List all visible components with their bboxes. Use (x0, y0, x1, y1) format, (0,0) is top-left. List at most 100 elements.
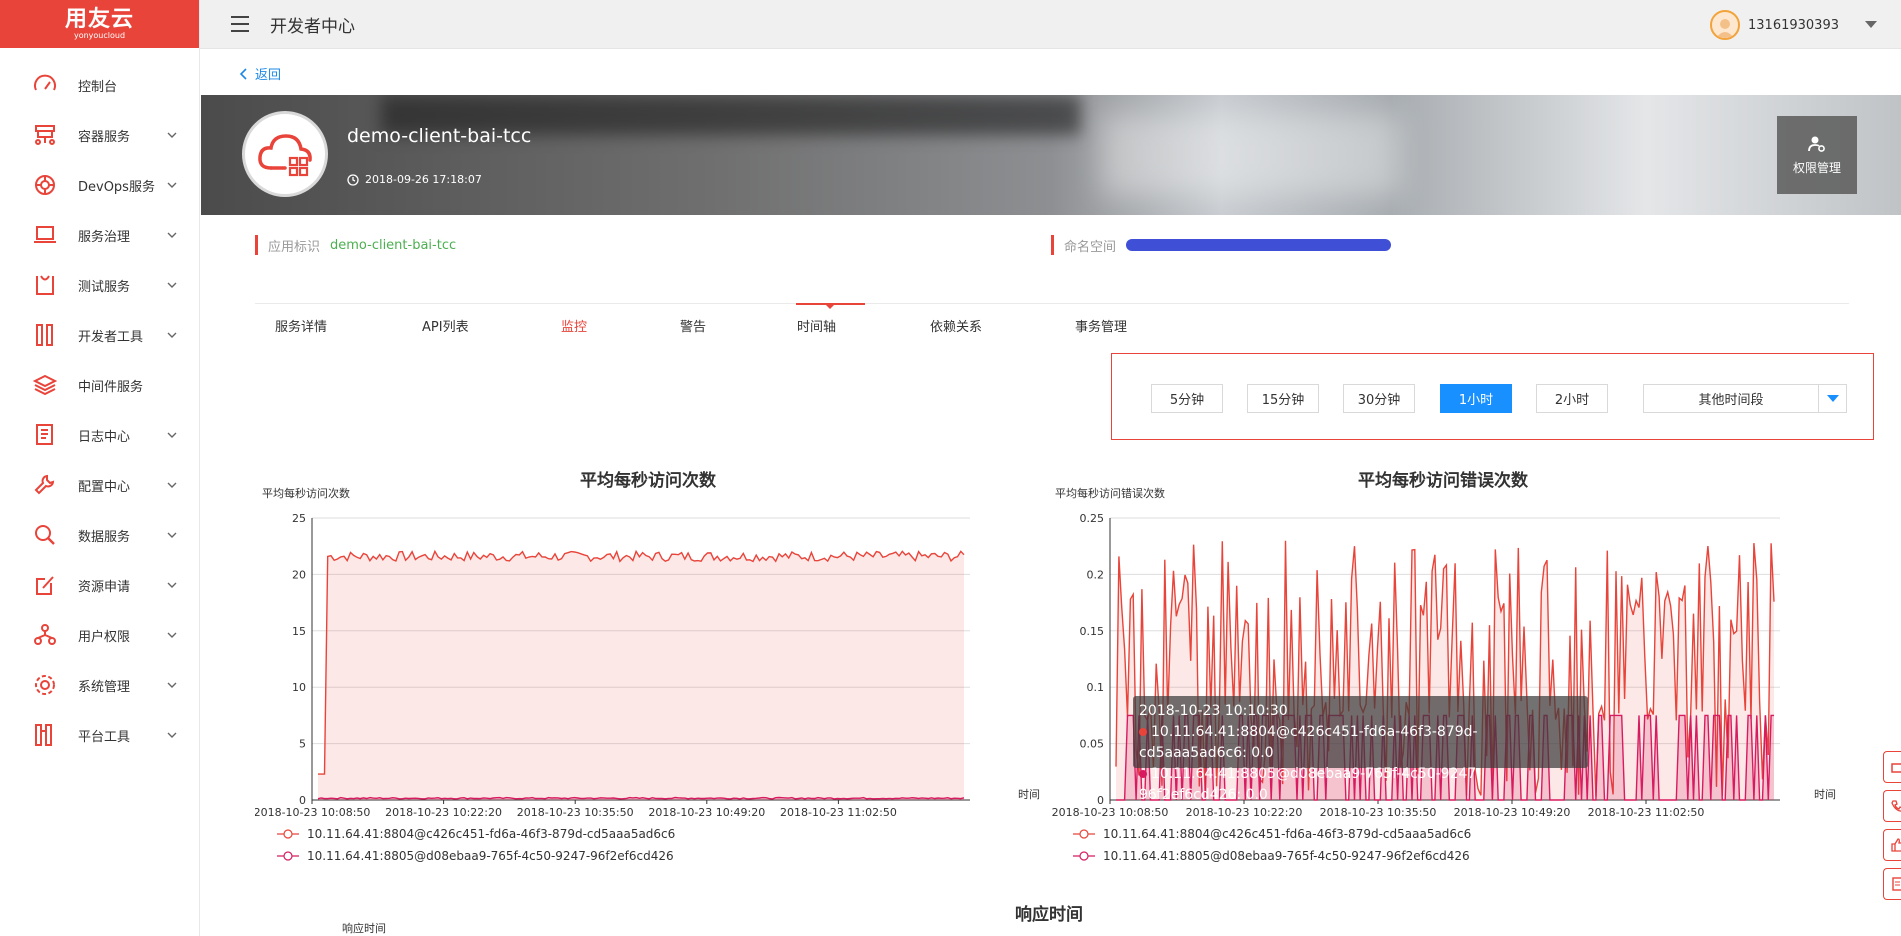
x-tick-label: 2018-10-23 11:02:50 (1588, 806, 1705, 819)
series-line (318, 549, 965, 775)
sidebar-item[interactable]: 日志中心 (0, 410, 199, 460)
sidebar-item-label: 容器服务 (78, 129, 131, 145)
chevron-down-icon[interactable] (165, 678, 179, 692)
sidebar-item-label: 日志中心 (78, 429, 131, 445)
chevron-down-icon[interactable] (165, 328, 179, 342)
sidebar-item-label: 系统管理 (78, 679, 131, 695)
chevron-down-icon[interactable] (165, 428, 179, 442)
tab-service-detail[interactable]: 服务详情 (275, 320, 328, 335)
float-phone-icon[interactable] (1883, 790, 1901, 822)
x-tick-label: 2018-10-23 10:49:20 (648, 806, 765, 819)
other-range-select[interactable]: 其他时间段 (1643, 384, 1847, 413)
chevron-down-icon[interactable] (165, 578, 179, 592)
legend-marker-icon (277, 851, 299, 861)
sidebar-item[interactable]: 配置中心 (0, 460, 199, 510)
y-tick-label: 10 (292, 681, 306, 694)
x-tick-label: 2018-10-23 10:35:50 (1320, 806, 1437, 819)
range-5min-button[interactable]: 5分钟 (1151, 384, 1223, 413)
legend-marker-icon (1073, 851, 1095, 861)
sidebar-item[interactable]: 容器服务 (0, 110, 199, 160)
float-doc-icon[interactable] (1883, 868, 1901, 900)
chevron-down-icon[interactable] (165, 728, 179, 742)
search-icon (32, 522, 58, 548)
avatar[interactable] (1710, 10, 1741, 40)
brand-logo[interactable]: 用友云 yonyoucloud (0, 0, 199, 48)
back-link[interactable]: 返回 (240, 64, 281, 83)
response-time-ylabel: 响应时间 (342, 922, 386, 935)
x-tick-label: 2018-10-23 10:08:50 (1052, 806, 1169, 819)
app-banner: demo-client-bai-tcc 2018-09-26 17:18:07 … (201, 95, 1901, 215)
sidebar-item[interactable]: 平台工具 (0, 710, 199, 760)
layers-icon (32, 372, 58, 398)
legend-item[interactable]: 10.11.64.41:8804@c426c451-fd6a-46f3-879d… (1073, 825, 1471, 843)
sidebar-item[interactable]: 资源申请 (0, 560, 199, 610)
chevron-down-icon[interactable] (165, 478, 179, 492)
caret-down-icon[interactable] (1818, 385, 1846, 412)
chevron-down-icon[interactable] (165, 228, 179, 242)
tab-dependency[interactable]: 依赖关系 (930, 320, 983, 335)
log-icon (32, 422, 58, 448)
chart2-ylabel: 平均每秒访问错误次数 (1055, 487, 1165, 500)
sidebar-nav: 控制台容器服务 DevOps服务 服务治理 测试服务开发者工具中间件服务日志中心配置中… (0, 48, 199, 760)
caret-down-icon[interactable] (1865, 18, 1877, 33)
sidebar-item[interactable]: 用户权限 (0, 610, 199, 660)
legend-item[interactable]: 10.11.64.41:8804@c426c451-fd6a-46f3-879d… (277, 825, 675, 843)
sidebar-item[interactable]: 测试服务 (0, 260, 199, 310)
sidebar-item[interactable]: 中间件服务 (0, 360, 199, 410)
float-like-icon[interactable] (1883, 829, 1901, 861)
wrench-icon (32, 472, 58, 498)
tab-transaction[interactable]: 事务管理 (1075, 320, 1128, 335)
app-created-value: 2018-09-26 17:18:07 (365, 173, 482, 186)
dashboard-icon (32, 72, 58, 98)
clock-icon (347, 173, 359, 186)
permission-button[interactable]: 权限管理 (1777, 116, 1857, 194)
gear-icon (32, 672, 58, 698)
detail-tabs: 服务详情 API列表 监控 警告 时间轴 依赖关系 事务管理 (255, 303, 1849, 343)
series-area (318, 551, 964, 800)
tab-alert[interactable]: 警告 (680, 320, 707, 335)
range-1h-button[interactable]: 1小时 (1440, 384, 1512, 413)
page-title: 开发者中心 (270, 16, 355, 37)
sidebar-item[interactable]: 开发者工具 (0, 310, 199, 360)
time-range-selector: 5分钟 15分钟 30分钟 1小时 2小时 其他时间段 (1111, 353, 1874, 440)
range-15min-button[interactable]: 15分钟 (1247, 384, 1319, 413)
tab-api-list[interactable]: API列表 (422, 320, 469, 335)
legend-item[interactable]: 10.11.64.41:8805@d08ebaa9-765f-4c50-9247… (277, 847, 675, 865)
sidebar-item-label: 数据服务 (78, 529, 131, 545)
chevron-down-icon[interactable] (165, 628, 179, 642)
permission-label: 权限管理 (1792, 160, 1841, 175)
sidebar-item[interactable]: 数据服务 (0, 510, 199, 560)
chevron-down-icon[interactable] (165, 528, 179, 542)
y-tick-label: 25 (292, 512, 306, 525)
test-icon (32, 272, 58, 298)
tab-monitor[interactable]: 监控 (561, 320, 588, 335)
sidebar-item[interactable]: 控制台 (0, 60, 199, 110)
sidebar-item-label: 开发者工具 (78, 329, 144, 345)
active-tab-indicator (796, 303, 865, 309)
cloud-app-icon (258, 134, 312, 177)
chart2-legend: 10.11.64.41:8804@c426c451-fd6a-46f3-879d… (1073, 825, 1471, 865)
namespace-key: 命名空间 (1064, 239, 1117, 255)
chevron-down-icon[interactable] (165, 278, 179, 292)
sidebar-item[interactable]: DevOps服务 (0, 160, 199, 210)
range-30min-button[interactable]: 30分钟 (1343, 384, 1415, 413)
series-area (318, 797, 964, 800)
x-tick-label: 2018-10-23 10:22:20 (1186, 806, 1303, 819)
chevron-down-icon[interactable] (165, 128, 179, 142)
sidebar-item[interactable]: 服务治理 (0, 210, 199, 260)
legend-item[interactable]: 10.11.64.41:8805@d08ebaa9-765f-4c50-9247… (1073, 847, 1471, 865)
tab-timeline[interactable]: 时间轴 (797, 320, 837, 335)
legend-label: 10.11.64.41:8805@d08ebaa9-765f-4c50-9247… (1103, 849, 1470, 863)
menu-toggle-icon[interactable] (231, 16, 249, 32)
range-2h-button[interactable]: 2小时 (1536, 384, 1608, 413)
float-robot-icon[interactable] (1883, 751, 1901, 783)
chevron-down-icon[interactable] (165, 178, 179, 192)
sidebar-item[interactable]: 系统管理 (0, 660, 199, 710)
app-id-key: 应用标识 (268, 239, 321, 255)
user-menu[interactable]: 13161930393 (1710, 10, 1877, 40)
container-icon (32, 122, 58, 148)
y-tick-label: 0.1 (1087, 681, 1105, 694)
sidebar: 用友云 yonyoucloud 控制台容器服务 DevOps服务 服务治理 测试服务开… (0, 0, 200, 936)
y-tick-label: 0 (1097, 794, 1104, 807)
user-phone[interactable]: 13161930393 (1748, 17, 1839, 33)
